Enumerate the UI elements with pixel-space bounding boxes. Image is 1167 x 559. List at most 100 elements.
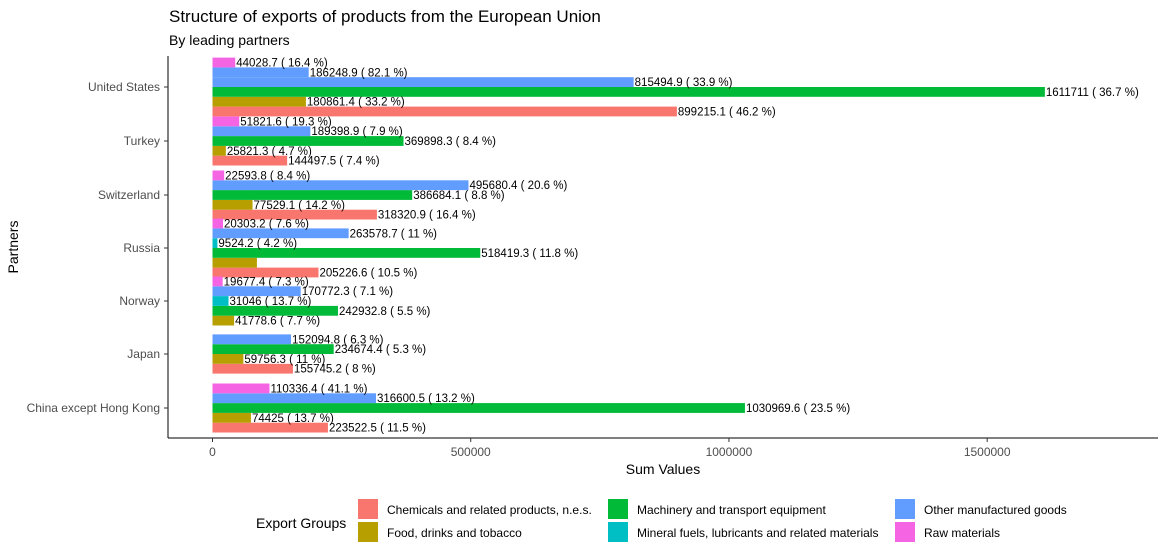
data-label-japan-series-4: 152094.8 ( 6.3 %) [292,334,384,346]
bar-russia-series-2 [212,248,481,258]
data-label-russia-series-2: 518419.3 ( 11.8 %) [481,248,578,260]
data-label-norway-series-1: 41778.6 ( 7.7 %) [235,316,320,328]
data-label-china-except-hong-kong-series-4: 316600.5 ( 13.2 %) [377,393,475,405]
bar-turkey-series-1 [212,145,226,156]
bars-layer [212,57,1045,433]
data-label-switzerland-series-6: 22593.8 ( 8.4 %) [225,170,310,182]
data-label-turkey-series-0: 144497.5 ( 7.4 %) [288,156,380,168]
legend-label-series-3: Mineral fuels, lubricants and related ma… [637,526,878,540]
data-labels-layer: 899215.1 ( 46.2 %) 180861.4 ( 33.2 %) 1611… [218,58,1139,435]
bar-turkey-series-2 [212,136,404,146]
data-label-united-states-series-6: 44028.7 ( 16.4 %) [236,58,328,70]
bar-china-except-hong-kong-series-1 [212,412,251,423]
legend-swatch-series-3 [608,522,628,542]
bar-norway-series-4 [212,286,301,297]
legend-label-series-0: Chemicals and related products, n.e.s. [387,503,592,517]
bar-united-states-series-0 [212,106,677,117]
bar-japan-series-1 [212,354,244,364]
legend: Export Groups Chemicals and related prod… [256,499,1067,542]
legend-label-series-4: Other manufactured goods [924,503,1067,517]
bar-united-states-series-4 [212,77,634,87]
data-label-china-except-hong-kong-series-0: 223522.5 ( 11.5 %) [329,423,426,435]
bar-turkey-series-6 [212,116,240,127]
data-label-russia-series-0: 205226.6 ( 10.5 %) [319,268,417,280]
data-label-switzerland-series-2: 386684.1 ( 8.8 %) [413,190,505,202]
bar-switzerland-series-4 [212,180,469,191]
legend-swatch-series-6 [895,522,915,542]
bar-norway-series-3 [212,296,229,306]
data-label-japan-series-0: 155745.2 ( 8 %) [294,364,376,376]
data-label-turkey-series-1: 25821.3 ( 4.7 %) [227,146,312,158]
data-label-turkey-series-4: 189398.9 ( 7.9 %) [311,126,403,138]
x-tick-label: 0 [209,445,216,459]
bar-norway-series-2 [212,305,338,316]
data-label-turkey-series-6: 51821.6 ( 19.3 %) [240,116,332,128]
bar-switzerland-series-1 [212,199,253,210]
bar-china-except-hong-kong-series-6 [212,383,270,394]
x-tick-label: 500000 [451,445,491,459]
category-labels-layer: United States Turkey Switzerland Russia Norw… [27,80,168,415]
bar-switzerland-series-0 [212,209,377,220]
legend-label-series-6: Raw materials [924,526,1000,540]
data-label-switzerland-series-1: 77529.1 ( 14.2 %) [254,200,346,212]
category-label: Japan [127,347,160,361]
bar-switzerland-series-2 [212,190,413,200]
data-label-russia-series-4: 263578.7 ( 11 %) [350,228,438,240]
data-label-united-states-series-5: 186248.9 ( 82.1 %) [310,67,408,79]
data-label-japan-series-1: 59756.3 ( 11 %) [244,354,325,366]
bar-japan-series-0 [212,363,293,374]
category-label: Russia [123,241,160,255]
category-label: Switzerland [98,188,160,202]
x-tick-label: 1500000 [964,445,1011,459]
chart-title: Structure of exports of products from th… [169,7,601,26]
y-axis-title: Partners [5,221,21,274]
bar-norway-series-6 [212,276,223,287]
legend-label-series-2: Machinery and transport equipment [637,503,826,517]
x-ticks-layer: 0 500000 1000000 1500000 [209,438,1011,459]
legend-label-series-1: Food, drinks and tobacco [387,526,522,540]
bar-china-except-hong-kong-series-2 [212,403,745,413]
legend-title: Export Groups [256,515,346,531]
legend-swatch-series-0 [358,499,378,519]
bar-united-states-series-5 [212,67,309,78]
bar-turkey-series-0 [212,155,288,166]
data-label-switzerland-series-4: 495680.4 ( 20.6 %) [469,180,567,192]
data-label-china-except-hong-kong-series-1: 74425 ( 13.7 %) [252,413,334,425]
data-label-norway-series-2: 242932.8 ( 5.5 %) [339,306,431,318]
bar-japan-series-2 [212,344,334,354]
bar-russia-series-0 [212,267,319,278]
legend-swatch-series-2 [608,499,628,519]
bar-japan-series-4 [212,334,292,345]
data-label-norway-series-6: 19677.4 ( 7.3 %) [224,276,309,288]
bar-united-states-series-1 [212,96,306,107]
bar-united-states-series-2 [212,87,1045,97]
category-label: Norway [119,294,160,308]
bar-switzerland-series-6 [212,170,225,181]
data-label-switzerland-series-0: 318320.9 ( 16.4 %) [378,210,476,222]
legend-swatch-series-1 [358,522,378,542]
data-label-china-except-hong-kong-series-2: 1030969.6 ( 23.5 %) [746,403,850,415]
bar-turkey-series-4 [212,126,311,137]
x-tick-label: 1000000 [706,445,753,459]
data-label-russia-series-3: 9524.2 ( 4.2 %) [218,238,297,250]
data-label-china-except-hong-kong-series-6: 110336.4 ( 41.1 %) [270,383,367,395]
legend-swatch-series-4 [895,499,915,519]
category-label: Turkey [124,134,160,148]
data-label-norway-series-4: 170772.3 ( 7.1 %) [302,286,394,298]
data-label-united-states-series-4: 815494.9 ( 33.9 %) [635,77,733,89]
data-label-united-states-series-2: 1611711 ( 36.7 %) [1046,87,1139,99]
data-label-turkey-series-2: 369898.3 ( 8.4 %) [405,136,497,148]
data-label-japan-series-2: 234674.4 ( 5.3 %) [335,344,427,356]
chart-subtitle: By leading partners [169,32,290,48]
bar-china-except-hong-kong-series-4 [212,393,377,404]
data-label-united-states-series-1: 180861.4 ( 33.2 %) [307,97,405,109]
bar-russia-series-6 [212,218,223,229]
bar-russia-series-1 [212,257,257,268]
bar-russia-series-4 [212,228,349,239]
category-label: United States [88,80,160,94]
data-label-russia-series-6: 20303.2 ( 7.6 %) [224,219,309,231]
bar-norway-series-1 [212,315,235,326]
bar-china-except-hong-kong-series-0 [212,422,328,433]
data-label-norway-series-3: 31046 ( 13.7 %) [230,296,312,308]
